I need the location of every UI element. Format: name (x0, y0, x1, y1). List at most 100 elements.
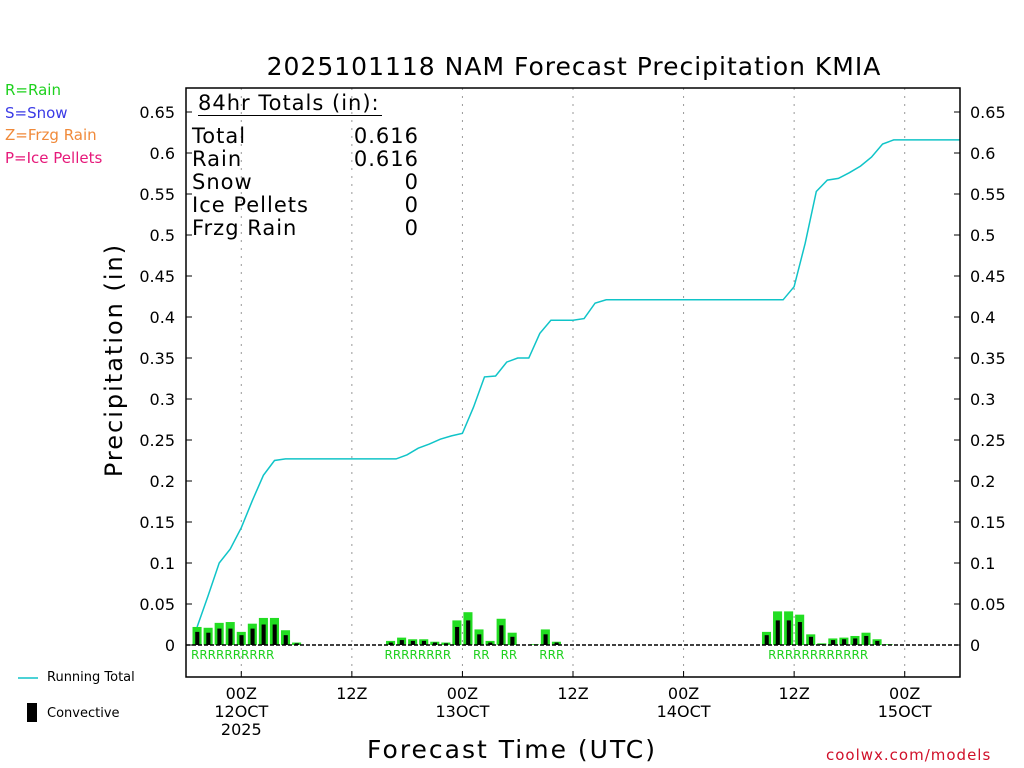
convective-bar (399, 640, 404, 645)
y-tick-label-right: 0 (970, 636, 980, 655)
totals-value-ice-pellets: 0 (404, 193, 419, 217)
y-tick-label-right: 0.65 (970, 103, 1006, 122)
y-axis-label: Precipitation (in) (100, 243, 128, 477)
y-tick-label-right: 0.6 (970, 144, 995, 163)
totals-label-rain: Rain (192, 147, 243, 171)
convective-bar (853, 638, 858, 645)
precip-type-code: RRRRRRRR (385, 648, 452, 662)
y-tick-label-left: 0.15 (139, 513, 175, 532)
y-tick-label-left: 0.45 (139, 267, 175, 286)
precip-type-code: RRRRRRRRRRRR (768, 648, 868, 662)
precip-type-code: RRR (539, 648, 564, 662)
x-tick-label: 00Z (668, 684, 699, 703)
convective-bar (864, 635, 869, 645)
y-tick-label-left: 0.05 (139, 595, 175, 614)
convective-bar (228, 628, 233, 645)
x-tick-label: 00Z (447, 684, 478, 703)
y-tick-label-left: 0.65 (139, 103, 175, 122)
y-tick-label-left: 0.2 (150, 472, 175, 491)
legend-rain: R=Rain (5, 81, 61, 99)
convective-bar (410, 640, 415, 645)
convective-bar (466, 620, 471, 645)
convective-bar (421, 640, 426, 645)
x-tick-label: 15OCT (878, 702, 932, 721)
totals-label-total: Total (192, 124, 247, 148)
y-tick-label-right: 0.55 (970, 185, 1006, 204)
convective-bar (554, 642, 559, 645)
x-gridlines (240, 88, 906, 677)
y-tick-label-left: 0.35 (139, 349, 175, 368)
legend-frzg-rain: Z=Frzg Rain (5, 126, 97, 144)
y-tick-label-left: 0.55 (139, 185, 175, 204)
convective-bar (543, 634, 548, 645)
x-tick-label: 12Z (557, 684, 588, 703)
y-tick-label-left: 0.4 (150, 308, 175, 327)
y-tick-label-right: 0.4 (970, 308, 995, 327)
x-tick-label: 00Z (889, 684, 920, 703)
y-tick-label-right: 0.45 (970, 267, 1006, 286)
totals-label-frzg-rain: Frzg Rain (192, 216, 298, 240)
totals-value-snow: 0 (404, 170, 419, 194)
convective-bar (261, 624, 266, 645)
convective-bar (195, 631, 200, 645)
convective-bar (488, 642, 493, 645)
convective-bar (217, 628, 222, 645)
precip-bars (192, 611, 893, 645)
totals-value-frzg-rain: 0 (404, 216, 419, 240)
convective-bar (842, 639, 847, 645)
precip-type-codes: RRRRRRRRRR RRRRRRRR RR RR RRR RRRRRRRRRRRR (191, 648, 868, 662)
totals-label-ice-pellets: Ice Pellets (192, 193, 309, 217)
credit-link[interactable]: coolwx.com/models (826, 746, 992, 764)
convective-bar (250, 628, 255, 645)
x-tick-label: 13OCT (435, 702, 489, 721)
legend-convective-label: Convective (47, 706, 120, 721)
y-tick-label-right: 0.1 (970, 554, 995, 573)
convective-bar (775, 620, 780, 645)
y-tick-label-left: 0.5 (150, 226, 175, 245)
convective-swatch (27, 703, 37, 722)
totals-heading: 84hr Totals (in): (198, 91, 382, 116)
convective-bar (764, 635, 769, 645)
precip-type-code: RRRRRRRRRR (191, 648, 274, 662)
convective-bar (510, 636, 515, 645)
totals-value-rain: 0.616 (353, 147, 419, 171)
y-tick-label-right: 0.15 (970, 513, 1006, 532)
y-tick-label-left: 0 (165, 636, 175, 655)
x-tick-label: 12Z (336, 684, 367, 703)
y-tick-label-left: 0.25 (139, 431, 175, 450)
chart-title: 2025101118 NAM Forecast Precipitation KM… (267, 52, 882, 81)
convective-bar (797, 622, 802, 645)
x-tick-label: 00Z (226, 684, 257, 703)
convective-bar (272, 624, 277, 645)
x-tick-label: 12OCT (214, 702, 268, 721)
x-tick-label: 2025 (221, 720, 262, 739)
x-axis-label: Forecast Time (UTC) (367, 735, 657, 764)
running-total-line (196, 139, 960, 628)
totals-value-total: 0.616 (353, 124, 419, 148)
y-tick-label-left: 0.3 (150, 390, 175, 409)
convective-bar (239, 635, 244, 645)
y-tick-label-right: 0.3 (970, 390, 995, 409)
plot-frame (185, 87, 961, 678)
precip-type-code: RR (473, 648, 490, 662)
totals-label-snow: Snow (192, 170, 253, 194)
y-tick-label-right: 0.25 (970, 431, 1006, 450)
legend-ice-pellets: P=Ice Pellets (5, 149, 103, 167)
convective-bar (477, 634, 482, 645)
legend-snow: S=Snow (5, 104, 68, 122)
y-tick-label-right: 0.5 (970, 226, 995, 245)
convective-bar (432, 642, 438, 645)
convective-bar (294, 643, 299, 645)
y-tick-label-right: 0.2 (970, 472, 995, 491)
convective-bar (786, 620, 791, 645)
y-tick-label-right: 0.05 (970, 595, 1006, 614)
convective-bar (875, 640, 880, 645)
legend-running-total-label: Running Total (47, 670, 135, 685)
y-tick-label-right: 0.35 (970, 349, 1006, 368)
y-tick-label-left: 0.6 (150, 144, 175, 163)
convective-bar (206, 632, 211, 645)
convective-bar (499, 625, 504, 645)
y-tick-label-left: 0.1 (150, 554, 175, 573)
convective-bar (455, 626, 460, 645)
